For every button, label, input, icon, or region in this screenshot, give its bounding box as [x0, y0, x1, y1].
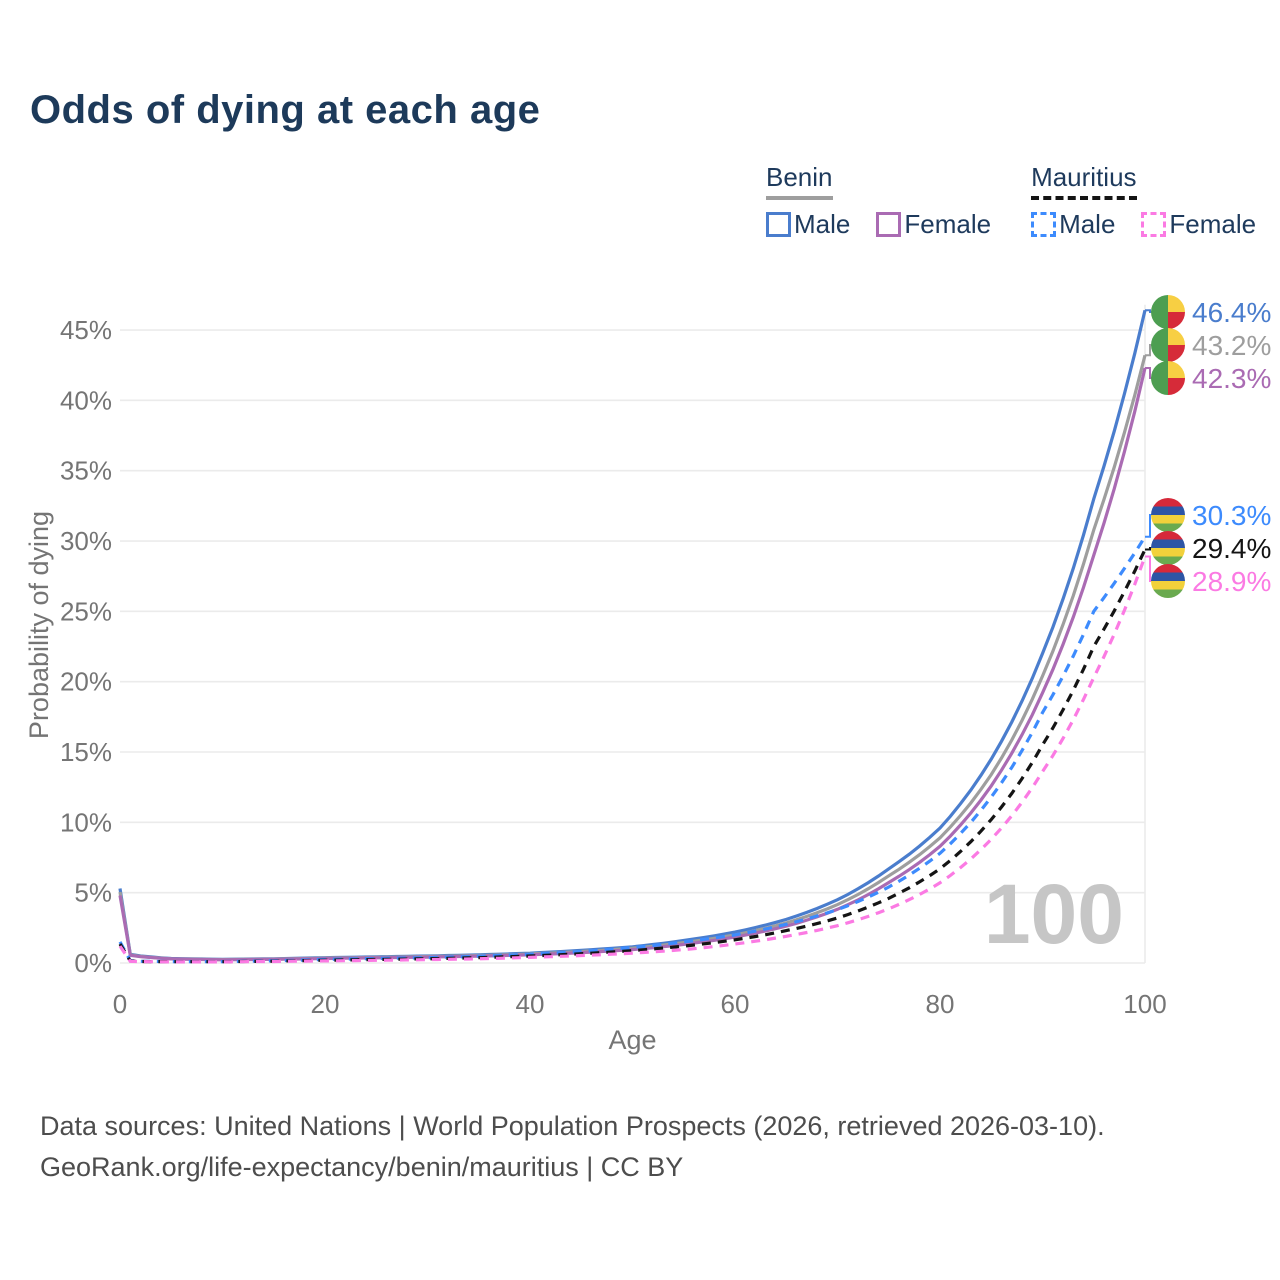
end-value-benin-male[interactable]: 46.4% [1192, 297, 1271, 328]
age-watermark: 100 [984, 867, 1124, 961]
y-tick-5: 5% [74, 878, 112, 908]
legend-label-mauritius-male: Male [1059, 209, 1116, 239]
end-connector-mauritius-male [1145, 514, 1152, 538]
footer: Data sources: United Nations | World Pop… [40, 1106, 1105, 1188]
footer-sources: Data sources: United Nations | World Pop… [40, 1111, 1105, 1141]
y-tick-40: 40% [60, 385, 112, 415]
x-tick-60: 60 [721, 989, 750, 1019]
legend-items-mauritius: Male Female [1031, 209, 1256, 240]
y-tick-10: 10% [60, 807, 112, 837]
legend-label-benin-male: Male [794, 209, 851, 239]
mauritius-male-swatch-icon [1031, 212, 1057, 237]
x-tick-40: 40 [516, 989, 545, 1019]
x-tick-100: 100 [1123, 989, 1166, 1019]
x-tick-20: 20 [311, 989, 340, 1019]
flag-benin-icon [1151, 295, 1185, 329]
legend-item-benin-male[interactable]: Male [766, 209, 850, 240]
series-line-benin-male[interactable] [118, 309, 1147, 961]
end-value-mauritius-average[interactable]: 29.4% [1192, 533, 1271, 564]
legend-item-mauritius-male[interactable]: Male [1031, 209, 1115, 240]
legend-group-benin: Benin Male Female [766, 162, 991, 240]
page-title: Odds of dying at each age [30, 88, 541, 132]
y-tick-20: 20% [60, 667, 112, 697]
end-connector-mauritius-average [1145, 547, 1152, 551]
flag-mauritius-icon [1151, 531, 1185, 565]
end-connector-mauritius-female [1145, 555, 1152, 582]
footer-link: GeoRank.org/life-expectancy/benin/maurit… [40, 1152, 684, 1182]
flag-benin-icon [1151, 361, 1185, 395]
y-tick-35: 35% [60, 456, 112, 486]
mauritius-female-swatch-icon [1141, 212, 1167, 237]
y-tick-45: 45% [60, 315, 112, 345]
legend-group-mauritius: Mauritius Male Female [1031, 162, 1256, 240]
flag-mauritius-icon [1151, 564, 1185, 598]
legend: Benin Male Female Mauritius Male Female [766, 162, 1256, 240]
y-tick-0: 0% [74, 948, 112, 978]
end-value-benin-female[interactable]: 42.3% [1192, 363, 1271, 394]
flag-mauritius-icon [1151, 498, 1185, 532]
y-tick-30: 30% [60, 526, 112, 556]
legend-group-title-mauritius: Mauritius [1031, 162, 1137, 200]
legend-item-benin-female[interactable]: Female [876, 209, 991, 240]
legend-label-mauritius-female: Female [1169, 209, 1257, 239]
legend-group-title-benin: Benin [766, 162, 833, 200]
legend-items-benin: Male Female [766, 209, 991, 240]
y-axis-label: Probability of dying [24, 511, 54, 739]
legend-item-mauritius-female[interactable]: Female [1141, 209, 1256, 240]
benin-male-swatch-icon [766, 212, 791, 237]
legend-label-benin-female: Female [904, 209, 992, 239]
end-value-mauritius-female[interactable]: 28.9% [1192, 566, 1271, 597]
series-line-mauritius-female[interactable] [118, 555, 1147, 964]
x-tick-0: 0 [113, 989, 127, 1019]
end-value-mauritius-male[interactable]: 30.3% [1192, 500, 1271, 531]
benin-female-swatch-icon [876, 212, 902, 237]
x-tick-80: 80 [926, 989, 955, 1019]
y-tick-25: 25% [60, 596, 112, 626]
end-connector-benin-average [1145, 344, 1152, 357]
y-tick-15: 15% [60, 737, 112, 767]
x-axis-label: Age [608, 1025, 656, 1055]
end-value-benin-average[interactable]: 43.2% [1192, 330, 1271, 361]
flag-benin-icon [1151, 328, 1185, 362]
